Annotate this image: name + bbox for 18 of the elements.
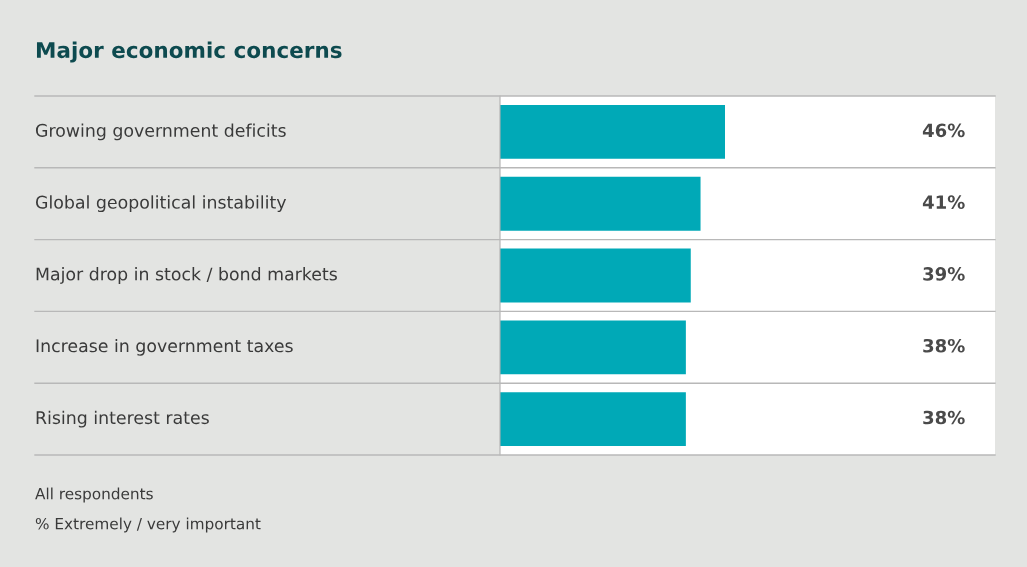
text: % Extremely / very important [35, 517, 261, 533]
data-label: 38% [923, 338, 965, 353]
bar [500, 392, 686, 447]
text: Major economic concerns [36, 41, 342, 63]
text: All respondents [35, 487, 153, 503]
y-tick-label: Rising interest rates [36, 410, 209, 428]
data-label: 39% [923, 267, 965, 281]
bar [500, 104, 725, 159]
y-tick-label: Growing government deficits [35, 123, 286, 141]
y-tick-label: Increase in government taxes [36, 338, 293, 356]
bar [500, 176, 701, 231]
y-tick-label: Major drop in stock / bond markets [36, 267, 337, 284]
bar [500, 320, 686, 375]
data-label: 38% [923, 410, 965, 425]
data-label: 41% [922, 195, 965, 209]
data-label: 46% [922, 123, 965, 138]
y-tick-label: Global geopolitical instability [35, 195, 287, 213]
bar [500, 248, 691, 303]
